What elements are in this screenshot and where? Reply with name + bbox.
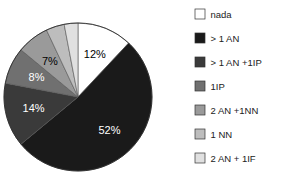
svg-text:> 1 AN +1IP: > 1 AN +1IP xyxy=(211,57,262,68)
svg-text:nada: nada xyxy=(211,9,233,20)
svg-text:7%: 7% xyxy=(42,55,58,67)
svg-text:1 NN: 1 NN xyxy=(211,129,233,140)
svg-text:52%: 52% xyxy=(98,124,120,136)
svg-text:14%: 14% xyxy=(23,102,45,114)
svg-text:1IP: 1IP xyxy=(211,81,225,92)
svg-text:8%: 8% xyxy=(29,71,45,83)
svg-text:12%: 12% xyxy=(84,48,106,60)
svg-text:> 1 AN: > 1 AN xyxy=(211,33,240,44)
svg-text:2 AN +1NN: 2 AN +1NN xyxy=(211,105,259,116)
svg-text:2 AN + 1IF: 2 AN + 1IF xyxy=(211,153,256,164)
